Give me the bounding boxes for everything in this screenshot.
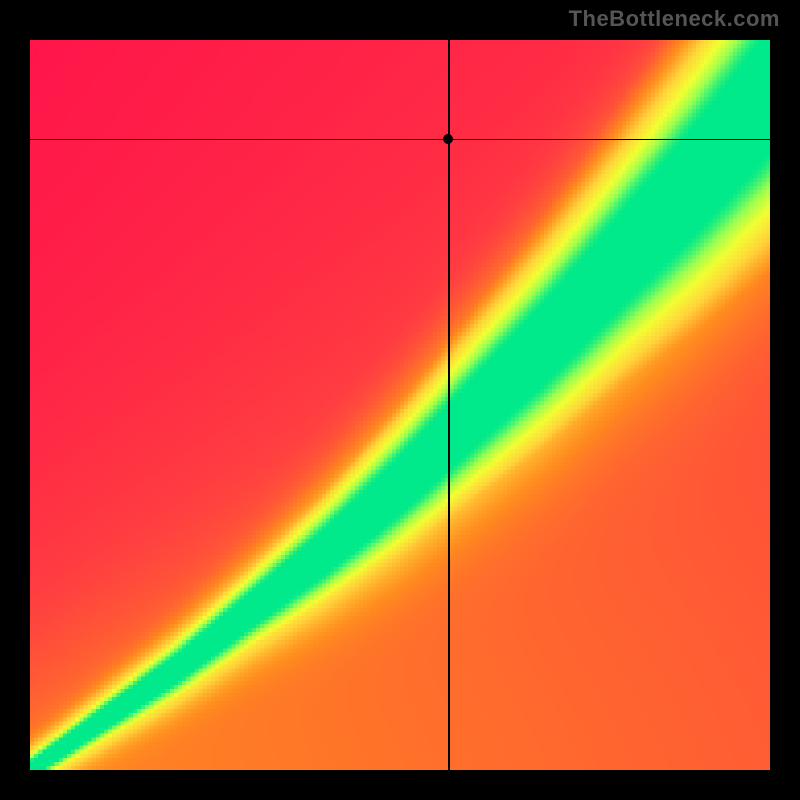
crosshair-horizontal [30, 139, 770, 141]
figure-frame: TheBottleneck.com [0, 0, 800, 800]
crosshair-marker [443, 134, 453, 144]
crosshair-vertical [448, 40, 450, 770]
watermark-text: TheBottleneck.com [569, 6, 780, 32]
heatmap-canvas [30, 40, 770, 770]
heatmap-plot [30, 40, 770, 770]
